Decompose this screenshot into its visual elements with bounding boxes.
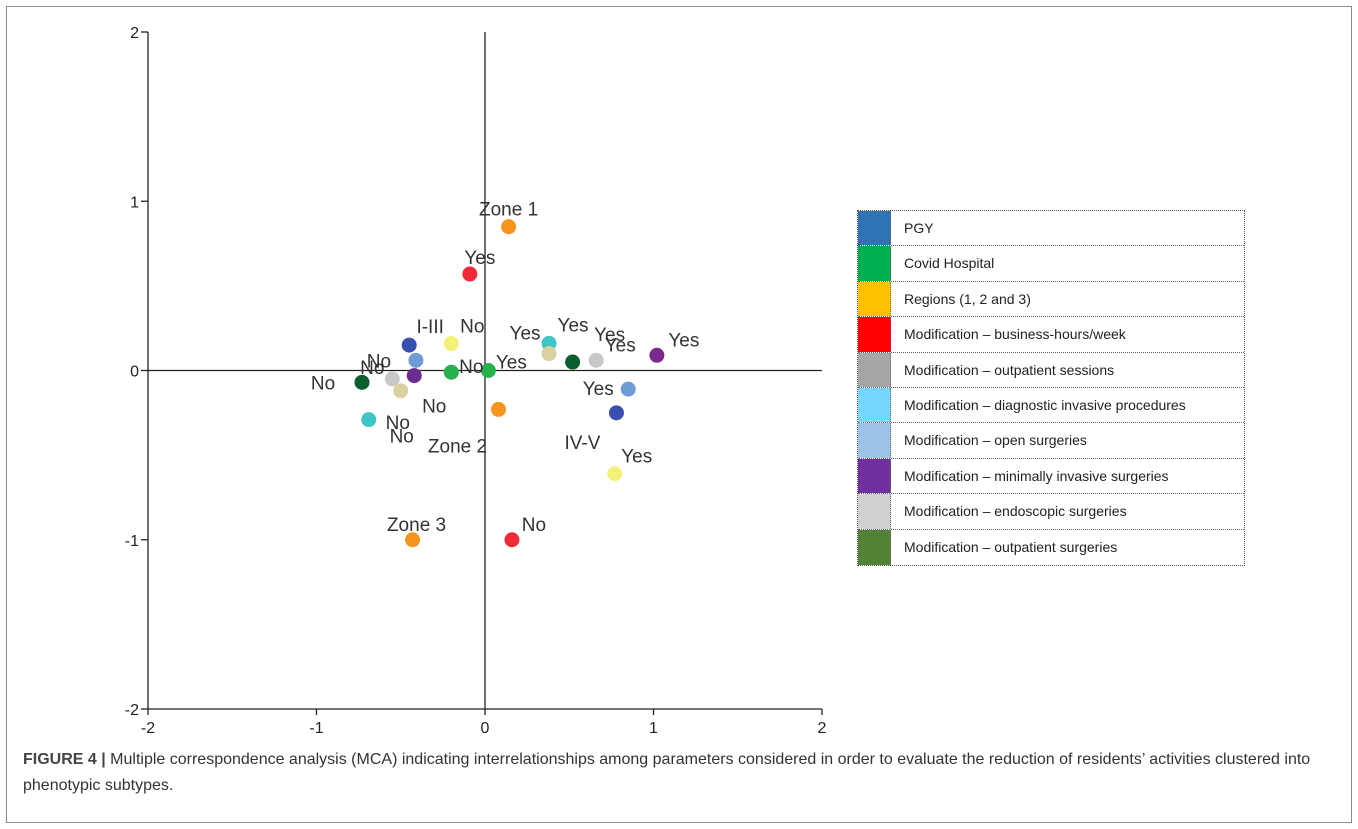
y-tick-label: -1 [125, 533, 139, 550]
legend-label: Modification – endoscopic surgeries [904, 503, 1127, 520]
legend: PGY Covid Hospital Regions (1, 2 and 3) Mod… [857, 210, 1245, 566]
data-point-label: No [311, 373, 335, 394]
legend-label: Modification – outpatient surgeries [904, 538, 1118, 555]
data-point [405, 532, 421, 548]
data-point [504, 532, 520, 548]
data-point-label: I-III [416, 317, 443, 338]
data-point [607, 466, 623, 482]
x-tick-label: -1 [309, 720, 323, 737]
legend-label: Modification – diagnostic invasive proce… [904, 396, 1186, 413]
caption-lead: FIGURE 4 | [23, 751, 106, 768]
legend-item: Modification – outpatient surgeries [858, 529, 1244, 565]
x-tick-label: 1 [649, 720, 658, 737]
data-point [541, 346, 557, 362]
data-points [354, 219, 665, 548]
data-point-label: No [422, 397, 446, 418]
data-point [443, 335, 459, 351]
y-tick-label: -2 [125, 702, 139, 719]
legend-item: Modification – diagnostic invasive proce… [858, 387, 1244, 424]
legend-label: Modification – open surgeries [904, 432, 1087, 449]
data-point [649, 347, 665, 363]
data-point-label: No [386, 413, 410, 434]
legend-swatch [858, 423, 891, 458]
data-point-label: No [360, 358, 384, 379]
x-tick-label: 0 [481, 720, 490, 737]
data-point-label: Yes [583, 379, 614, 400]
data-point [565, 354, 581, 370]
data-point [620, 381, 636, 397]
axes: 2 1 0 -1 -2-2 -1 0 1 2 [125, 25, 827, 737]
legend-swatch [858, 246, 891, 281]
data-point [501, 219, 517, 235]
y-tick-label: 1 [130, 194, 139, 211]
legend-item: Modification – open surgeries [858, 423, 1244, 459]
data-point [384, 371, 400, 387]
data-point [361, 412, 377, 428]
x-tick-label: 2 [818, 720, 827, 737]
data-point-label: Zone 2 [428, 436, 487, 457]
data-point-label: Yes [668, 330, 699, 351]
x-tick-label: -2 [141, 720, 155, 737]
y-tick-label: 0 [130, 364, 139, 381]
legend-label: Covid Hospital [904, 255, 995, 272]
data-point-label: Yes [621, 447, 652, 468]
data-point-label: Yes [594, 325, 625, 346]
legend-swatch [858, 281, 891, 317]
data-point [401, 337, 417, 353]
data-point-label: Yes [464, 248, 495, 269]
data-point-label: Yes [496, 353, 527, 374]
figure-caption: FIGURE 4 | Multiple correspondence analy… [23, 747, 1333, 799]
legend-item: Covid Hospital [858, 246, 1244, 282]
data-point [462, 266, 478, 282]
data-point [443, 364, 459, 380]
legend-swatch [858, 352, 891, 387]
legend-swatch [858, 387, 891, 423]
legend-label: Regions (1, 2 and 3) [904, 290, 1031, 307]
legend-item: Regions (1, 2 and 3) [858, 281, 1244, 318]
data-point-label: No [460, 316, 484, 337]
data-point-label: Yes [510, 323, 541, 344]
data-point [408, 352, 424, 368]
legend-label: Modification – minimally invasive surger… [904, 467, 1169, 484]
legend-swatch [858, 317, 891, 352]
data-point-label: Yes [558, 316, 589, 337]
data-point-label: No [522, 515, 546, 536]
legend-label: Modification – outpatient sessions [904, 361, 1115, 378]
legend-item: Modification – business-hours/week [858, 317, 1244, 353]
legend-swatch [858, 494, 891, 529]
data-point-label: Yes [605, 335, 636, 356]
data-point [393, 383, 409, 399]
legend-swatch [858, 529, 891, 565]
data-point [490, 401, 506, 417]
legend-item: Modification – outpatient sessions [858, 352, 1244, 388]
legend-label: Modification – business-hours/week [904, 326, 1126, 343]
data-point [480, 363, 496, 378]
data-point-label: IV-V [564, 433, 600, 454]
data-point [588, 352, 604, 368]
data-point-label: No [367, 351, 391, 372]
caption-text: Multiple correspondence analysis (MCA) i… [23, 751, 1311, 794]
data-point [406, 368, 422, 384]
legend-item: PGY [858, 211, 1244, 247]
data-point-label: Zone 1 [479, 200, 538, 221]
legend-label: PGY [904, 220, 934, 236]
data-point [354, 374, 370, 390]
legend-swatch [858, 211, 891, 246]
data-point-label: Zone 3 [387, 515, 446, 536]
legend-item: Modification – minimally invasive surger… [858, 458, 1244, 495]
legend-item: Modification – endoscopic surgeries [858, 494, 1244, 530]
legend-swatch [858, 458, 891, 494]
figure-frame [6, 6, 1352, 823]
data-point-label: No [390, 427, 414, 448]
data-point-label: No [459, 357, 483, 378]
data-point [608, 405, 624, 421]
y-tick-label: 2 [130, 25, 139, 42]
